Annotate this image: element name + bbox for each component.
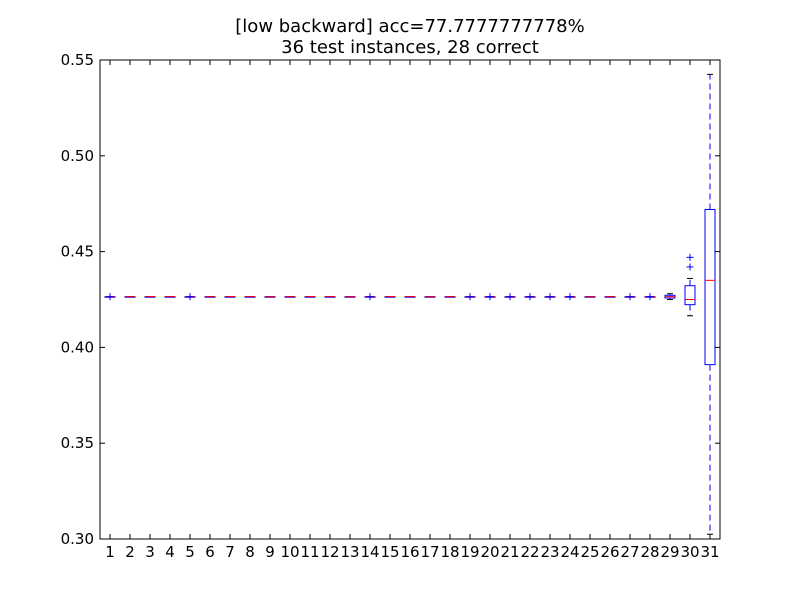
box-27: [624, 293, 636, 301]
box-4: [164, 296, 176, 298]
box-11: [304, 296, 316, 298]
box-2: [124, 296, 136, 298]
flier-marker: [566, 293, 574, 301]
plot-area: [104, 73, 716, 535]
flier-marker: [486, 293, 494, 301]
box-28: [644, 293, 656, 301]
flier-marker: [686, 263, 694, 271]
x-tick-label: 3: [145, 543, 155, 561]
x-tick-label: 15: [380, 543, 399, 561]
box-30: [684, 253, 696, 317]
box-20: [484, 293, 496, 301]
flier-marker: [686, 253, 694, 261]
x-tick-label: 13: [340, 543, 359, 561]
x-tick-label: 23: [540, 543, 559, 561]
x-tick-label: 31: [700, 543, 719, 561]
flier-marker: [366, 293, 374, 301]
box-23: [544, 293, 556, 301]
x-tick-label: 19: [460, 543, 479, 561]
flier-marker: [106, 293, 114, 301]
box-31: [704, 73, 716, 535]
y-tick-label: 0.40: [61, 338, 94, 356]
x-tick-label: 18: [440, 543, 459, 561]
box-26: [604, 296, 616, 298]
x-tick-label: 25: [580, 543, 599, 561]
x-tick-label: 12: [320, 543, 339, 561]
flier-marker: [646, 293, 654, 301]
box-21: [504, 293, 516, 301]
box-12: [324, 296, 336, 298]
chart-title-line2: 36 test instances, 28 correct: [281, 37, 539, 58]
x-axis: 1 2 3 4 5 6 7 8 9 10 11 12 13 14 15 16 17 18 19 20 21 22 23 24 2…: [105, 60, 720, 561]
x-tick-label: 4: [165, 543, 175, 561]
box-5: [184, 293, 196, 301]
box-10: [284, 296, 296, 298]
y-tick-label: 0.45: [61, 243, 94, 261]
box-6: [204, 296, 216, 298]
x-tick-label: 7: [225, 543, 235, 561]
box-8: [244, 296, 256, 298]
box-9: [264, 296, 276, 298]
x-tick-label: 16: [400, 543, 419, 561]
box-22: [524, 293, 536, 301]
box-1: [104, 293, 116, 301]
flier-marker: [466, 293, 474, 301]
y-tick-label: 0.35: [61, 434, 94, 452]
x-tick-label: 24: [560, 543, 579, 561]
box-14: [364, 293, 376, 301]
x-tick-label: 29: [660, 543, 679, 561]
x-tick-label: 10: [280, 543, 299, 561]
x-tick-label: 20: [480, 543, 499, 561]
x-tick-label: 6: [205, 543, 215, 561]
box-25: [584, 296, 596, 298]
y-axis: 0.30 0.35 0.40 0.45 0.50 0.55: [61, 51, 720, 548]
box-iqr: [704, 208, 716, 366]
x-tick-label: 9: [265, 543, 275, 561]
y-tick-label: 0.50: [61, 147, 94, 165]
x-tick-label: 17: [420, 543, 439, 561]
box-18: [444, 296, 456, 298]
box-17: [424, 296, 436, 298]
box-15: [384, 296, 396, 298]
x-tick-label: 22: [520, 543, 539, 561]
flier-marker: [546, 293, 554, 301]
x-tick-label: 27: [620, 543, 639, 561]
box-24: [564, 293, 576, 301]
chart-title-line1: [low backward] acc=77.7777777778%: [235, 16, 584, 37]
flier-marker: [506, 293, 514, 301]
x-tick-label: 5: [185, 543, 195, 561]
x-tick-label: 26: [600, 543, 619, 561]
axes-frame: [99, 59, 721, 540]
x-tick-label: 30: [680, 543, 699, 561]
y-tick-label: 0.30: [61, 530, 94, 548]
box-iqr: [684, 285, 696, 306]
flier-marker: [526, 293, 534, 301]
x-tick-label: 28: [640, 543, 659, 561]
x-tick-label: 2: [125, 543, 135, 561]
x-tick-label: 8: [245, 543, 255, 561]
x-tick-label: 21: [500, 543, 519, 561]
box-13: [344, 296, 356, 298]
box-29: [664, 293, 676, 300]
box-16: [404, 296, 416, 298]
flier-marker: [186, 293, 194, 301]
box-19: [464, 293, 476, 301]
y-tick-label: 0.55: [61, 51, 94, 69]
x-tick-label: 11: [300, 543, 319, 561]
flier-marker: [626, 293, 634, 301]
box-3: [144, 296, 156, 298]
box-7: [224, 296, 236, 298]
x-tick-label: 1: [105, 543, 115, 561]
x-tick-label: 14: [360, 543, 379, 561]
